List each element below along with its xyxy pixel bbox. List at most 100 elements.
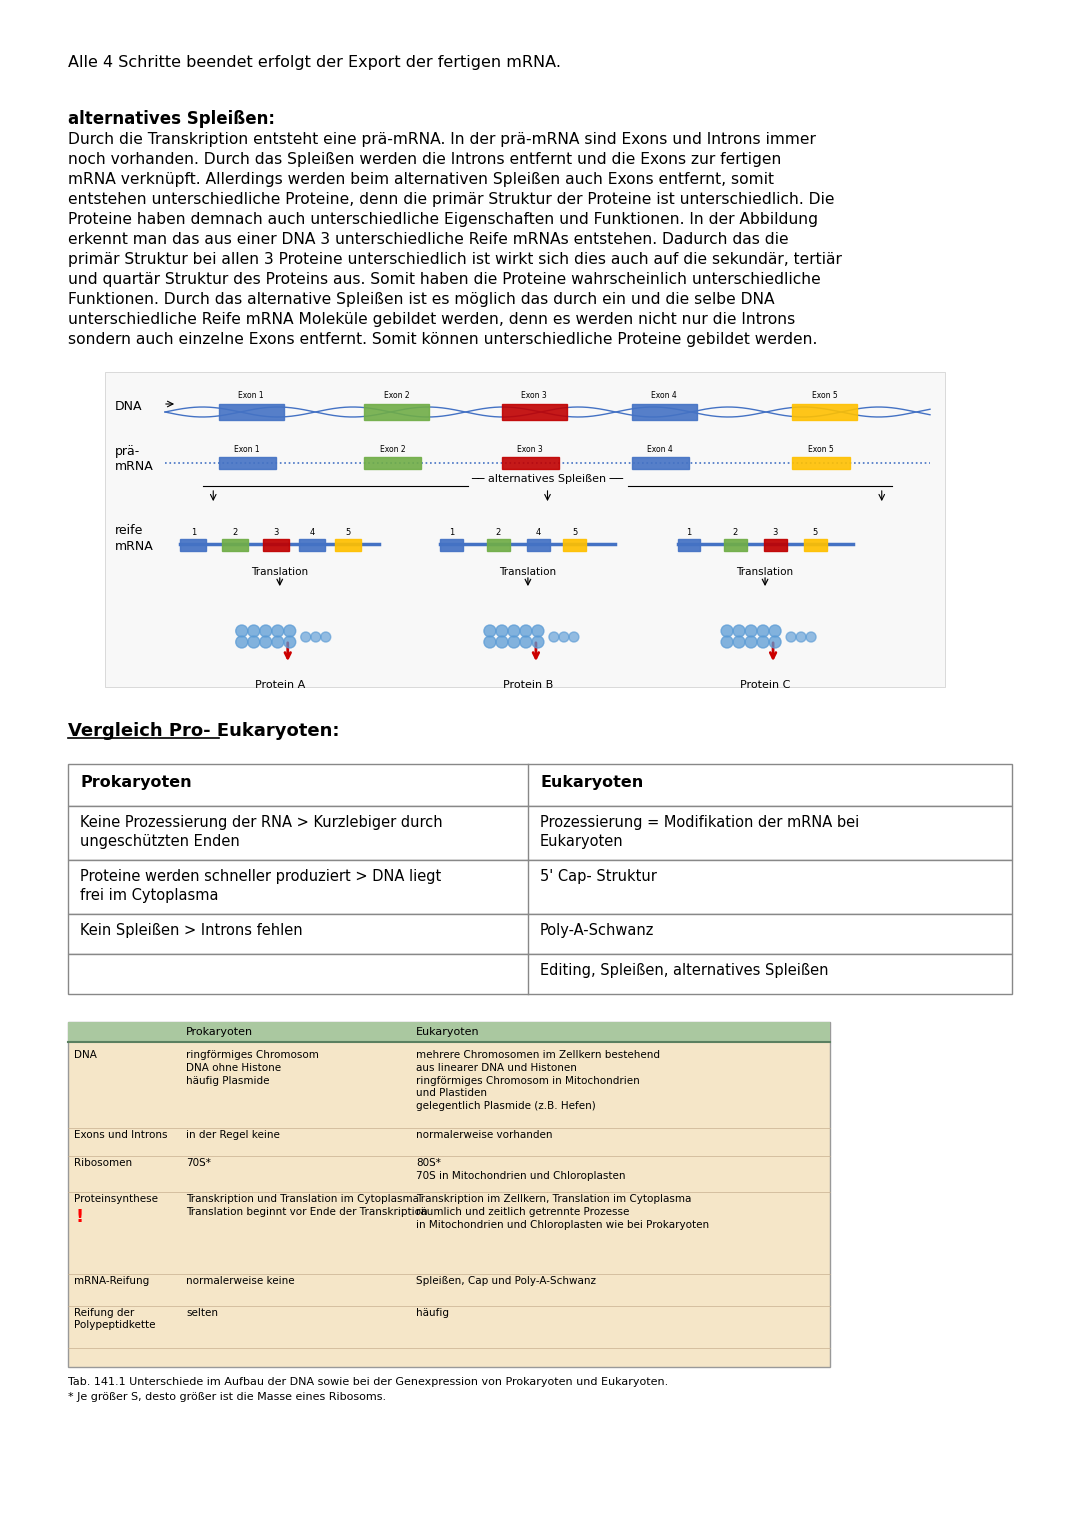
Bar — [501, 405, 567, 420]
Text: Proteinsynthese: Proteinsynthese — [75, 1194, 158, 1203]
Circle shape — [733, 637, 745, 647]
Bar — [68, 1022, 831, 1367]
Circle shape — [272, 637, 284, 647]
Text: Exons und Introns: Exons und Introns — [75, 1130, 167, 1141]
Circle shape — [272, 625, 284, 637]
Bar — [105, 373, 945, 687]
Text: noch vorhanden. Durch das Spleißen werden die Introns entfernt und die Exons zur: noch vorhanden. Durch das Spleißen werde… — [68, 153, 781, 166]
Text: mRNA verknüpft. Allerdings werden beim alternativen Spleißen auch Exons entfernt: mRNA verknüpft. Allerdings werden beim a… — [68, 173, 774, 186]
Circle shape — [733, 625, 745, 637]
Text: Exon 4: Exon 4 — [651, 391, 677, 400]
Text: Exon 4: Exon 4 — [648, 444, 673, 454]
Text: Reifung der
Polypeptidkette: Reifung der Polypeptidkette — [75, 1309, 156, 1330]
Text: primär Struktur bei allen 3 Proteine unterschiedlich ist wirkt sich dies auch au: primär Struktur bei allen 3 Proteine unt… — [68, 252, 842, 267]
Text: normalerweise vorhanden: normalerweise vorhanden — [416, 1130, 553, 1141]
Text: Proteine haben demnach auch unterschiedliche Eigenschaften und Funktionen. In de: Proteine haben demnach auch unterschiedl… — [68, 212, 818, 228]
Circle shape — [508, 637, 519, 647]
Circle shape — [519, 625, 532, 637]
Text: 5: 5 — [572, 528, 578, 538]
Text: Ribosomen: Ribosomen — [75, 1157, 132, 1168]
Bar — [68, 764, 1012, 806]
Circle shape — [532, 625, 544, 637]
Bar — [724, 539, 747, 551]
Text: DNA: DNA — [75, 1051, 97, 1060]
Text: 1: 1 — [686, 528, 691, 538]
Text: 4: 4 — [536, 528, 541, 538]
Bar — [180, 539, 206, 551]
Circle shape — [484, 637, 496, 647]
Text: Exon 2: Exon 2 — [383, 391, 409, 400]
Text: Vergleich Pro- Eukaryoten:: Vergleich Pro- Eukaryoten: — [68, 722, 339, 741]
Bar — [527, 539, 550, 551]
Circle shape — [311, 632, 321, 641]
Bar — [299, 539, 325, 551]
Text: 5' Cap- Struktur: 5' Cap- Struktur — [540, 869, 657, 884]
Text: Poly-A-Schwanz: Poly-A-Schwanz — [540, 922, 654, 938]
Text: 3: 3 — [273, 528, 279, 538]
Text: Editing, Spleißen, alternatives Spleißen: Editing, Spleißen, alternatives Spleißen — [540, 964, 828, 977]
Bar — [501, 457, 559, 469]
Text: Spleißen, Cap und Poly-A-Schwanz: Spleißen, Cap und Poly-A-Schwanz — [416, 1277, 596, 1286]
Bar — [335, 539, 361, 551]
Text: 3: 3 — [772, 528, 778, 538]
Circle shape — [806, 632, 816, 641]
Circle shape — [235, 637, 247, 647]
Text: Exon 5: Exon 5 — [812, 391, 838, 400]
Text: erkennt man das aus einer DNA 3 unterschiedliche Reife mRNAs entstehen. Dadurch : erkennt man das aus einer DNA 3 untersch… — [68, 232, 788, 247]
Circle shape — [569, 632, 579, 641]
Text: Exon 3: Exon 3 — [522, 391, 546, 400]
Text: Transkription und Translation im Cytoplasma
Translation beginnt vor Ende der Tra: Transkription und Translation im Cytopla… — [186, 1194, 428, 1217]
Text: 2: 2 — [496, 528, 501, 538]
Circle shape — [484, 625, 496, 637]
Text: Keine Prozessierung der RNA > Kurzlebiger durch
ungeschützten Enden: Keine Prozessierung der RNA > Kurzlebige… — [80, 815, 443, 849]
Bar — [793, 457, 850, 469]
Text: mehrere Chromosomen im Zellkern bestehend
aus linearer DNA und Histonen
ringförm: mehrere Chromosomen im Zellkern bestehen… — [416, 1051, 660, 1112]
Circle shape — [496, 637, 508, 647]
Text: 5: 5 — [812, 528, 818, 538]
Text: 2: 2 — [733, 528, 738, 538]
Bar — [677, 539, 700, 551]
Text: ── alternatives Spleißen ──: ── alternatives Spleißen ── — [472, 473, 623, 484]
Text: Eukaryoten: Eukaryoten — [540, 776, 644, 789]
Circle shape — [235, 625, 247, 637]
Text: häufig: häufig — [416, 1309, 449, 1318]
Circle shape — [321, 632, 330, 641]
Text: !: ! — [76, 1208, 84, 1226]
Text: Protein B: Protein B — [503, 680, 553, 690]
Bar — [632, 457, 689, 469]
Text: prä-
mRNA: prä- mRNA — [114, 444, 153, 473]
Circle shape — [559, 632, 569, 641]
Bar — [487, 539, 510, 551]
Text: 2: 2 — [232, 528, 238, 538]
Circle shape — [260, 625, 272, 637]
Text: Prokaryoten: Prokaryoten — [80, 776, 191, 789]
Bar — [632, 405, 697, 420]
Text: 70S*: 70S* — [186, 1157, 211, 1168]
Text: 4: 4 — [310, 528, 315, 538]
Bar — [364, 457, 421, 469]
Circle shape — [284, 637, 296, 647]
Circle shape — [721, 625, 733, 637]
Text: Proteine werden schneller produziert > DNA liegt
frei im Cytoplasma: Proteine werden schneller produziert > D… — [80, 869, 442, 902]
Text: Translation: Translation — [737, 567, 794, 577]
Circle shape — [247, 625, 260, 637]
Bar — [364, 405, 429, 420]
Bar — [68, 806, 1012, 860]
Circle shape — [260, 637, 272, 647]
Bar — [804, 539, 826, 551]
Text: Kein Spleißen > Introns fehlen: Kein Spleißen > Introns fehlen — [80, 922, 302, 938]
Text: 1: 1 — [449, 528, 455, 538]
Text: Exon 2: Exon 2 — [380, 444, 405, 454]
Bar — [218, 457, 275, 469]
Circle shape — [549, 632, 559, 641]
Text: DNA: DNA — [114, 400, 143, 414]
Text: Alle 4 Schritte beendet erfolgt der Export der fertigen mRNA.: Alle 4 Schritte beendet erfolgt der Expo… — [68, 55, 561, 70]
Circle shape — [769, 625, 781, 637]
Text: Prokaryoten: Prokaryoten — [186, 1028, 253, 1037]
Bar — [441, 539, 463, 551]
Bar — [564, 539, 586, 551]
Circle shape — [745, 637, 757, 647]
Circle shape — [508, 625, 519, 637]
Circle shape — [757, 625, 769, 637]
Circle shape — [757, 637, 769, 647]
